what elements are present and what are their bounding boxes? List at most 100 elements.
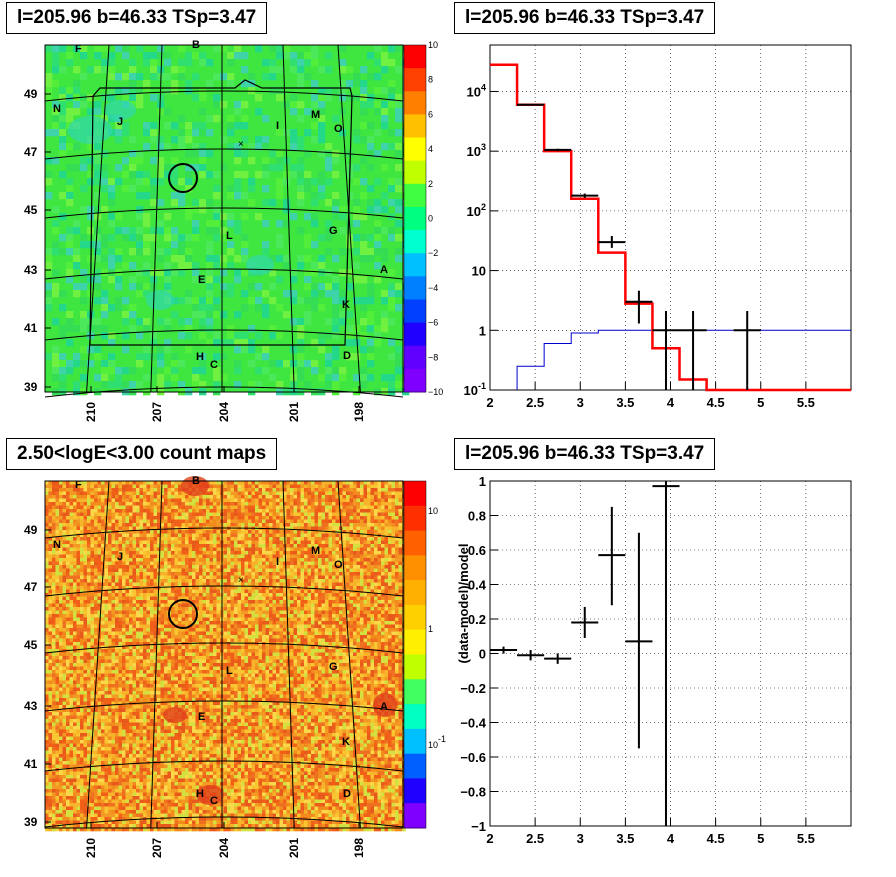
- residuals-grid: [490, 481, 851, 826]
- ts-center-marker: ×: [238, 139, 244, 150]
- ts-source-label: E: [198, 274, 205, 286]
- residuals-xtick-label: 4.5: [707, 831, 725, 846]
- ct-xtick-label: 198: [352, 838, 366, 858]
- ct-xtick-label: 210: [84, 838, 98, 858]
- spectrum-data-point: [544, 149, 571, 151]
- ts-colorbar-cell: [404, 207, 426, 231]
- ts-colorbar-cell: [404, 230, 426, 254]
- spectrum-ytick-label: 104: [467, 82, 486, 99]
- spectrum-data-point: [652, 311, 679, 390]
- ct-ytick-label: 45: [24, 638, 38, 652]
- ts-source-label: M: [311, 109, 320, 121]
- count-hotspot: [163, 707, 187, 723]
- ts-colorbar-cell: [404, 114, 426, 138]
- ct-colorbar-cell: [404, 531, 426, 556]
- ct-source-label: H: [196, 788, 204, 800]
- ct-ytick-label: 39: [24, 815, 38, 829]
- residuals-ytick-label: 0: [479, 647, 486, 662]
- ct-source-label: E: [198, 711, 205, 723]
- ct-colorbar-cell: [404, 679, 426, 704]
- ts-colorbar-cell: [404, 276, 426, 300]
- spectrum-source-model: [517, 330, 851, 390]
- spectrum-xtick-label: 3.5: [616, 395, 634, 410]
- ts-source-label: C: [210, 359, 218, 371]
- ct-source-label: N: [53, 539, 61, 551]
- ct-source-label: B: [192, 475, 200, 487]
- residuals-xtick-label: 3.5: [616, 831, 634, 846]
- ts-cyan-patch: [68, 116, 112, 144]
- ts-colorbar-label: 10: [428, 40, 438, 50]
- ts-ytick-label: 49: [24, 87, 38, 101]
- ts-colorbar-label: 8: [428, 75, 433, 85]
- ct-colorbar-cell: [404, 754, 426, 779]
- ct-source-label: M: [311, 545, 320, 557]
- ts-source-label: G: [329, 225, 338, 237]
- residuals-ytick-label: 1: [479, 474, 486, 489]
- residuals-data-point: [544, 654, 571, 664]
- spectrum-ytick-label: 10: [472, 264, 486, 279]
- ts-source-label: K: [342, 299, 350, 311]
- residuals-data-point: [625, 533, 652, 749]
- count-map-title: 2.50<logE<3.00 count maps: [6, 438, 277, 470]
- ts-source-label: H: [196, 351, 204, 363]
- ct-source-label: F: [75, 479, 82, 491]
- ct-colorbar-cell: [404, 481, 426, 506]
- ct-source-label: D: [343, 788, 351, 800]
- ct-colorbar-cell: [404, 605, 426, 630]
- residuals-ytick-label: −0.6: [460, 750, 486, 765]
- ts-ytick-label: 45: [24, 203, 38, 217]
- ct-source-label: I: [276, 556, 279, 568]
- ts-colorbar-label: 0: [428, 214, 433, 224]
- ct-source-label: G: [329, 661, 338, 673]
- ct-xtick-label: 207: [150, 838, 164, 858]
- ts-source-label: F: [75, 43, 82, 55]
- count-colorbar-label: 10: [428, 506, 438, 516]
- ct-colorbar-cell: [404, 580, 426, 605]
- ct-xtick-label: 204: [217, 838, 231, 858]
- ct-source-label: L: [226, 665, 233, 677]
- ts-colorbar-cell: [404, 369, 426, 393]
- ts-colorbar-label: −10: [428, 387, 443, 397]
- ts-cyan-patch: [246, 255, 274, 275]
- ts-source-label: N: [53, 103, 61, 115]
- residuals-ytick-label: −0.8: [460, 785, 486, 800]
- spectrum-xtick-label: 4: [667, 395, 675, 410]
- ts-xtick-label: 207: [150, 402, 164, 422]
- residuals-xtick-label: 5: [757, 831, 764, 846]
- ct-source-label: J: [117, 551, 123, 563]
- ts-ytick-label: 41: [24, 321, 38, 335]
- ts-source-label: I: [276, 120, 279, 132]
- ct-source-label: C: [210, 795, 218, 807]
- spectrum-data-point: [598, 236, 625, 248]
- ts-source-label: O: [334, 123, 343, 135]
- residuals-ytick-label: −1: [471, 819, 486, 834]
- spectrum-data-point: [625, 291, 652, 324]
- ts-source-label: L: [226, 230, 233, 242]
- residuals-ytick-label: 0.8: [468, 509, 486, 524]
- count-colorbar-label: 1: [428, 624, 433, 634]
- residuals-xtick-label: 2: [486, 831, 493, 846]
- ct-source-label: K: [342, 736, 350, 748]
- ct-ytick-label: 43: [24, 699, 38, 713]
- ct-colorbar-cell: [404, 630, 426, 655]
- spectrum-ytick-label: 10-1: [464, 381, 486, 398]
- spectrum-ytick-label: 1: [479, 323, 486, 338]
- spectrum-data-point: [734, 311, 761, 390]
- ct-colorbar-cell: [404, 704, 426, 729]
- ct-source-label: O: [334, 559, 343, 571]
- ts-cyan-patch: [146, 290, 174, 310]
- ts-colorbar-cell: [404, 45, 426, 69]
- ct-ytick-label: 47: [24, 580, 38, 594]
- ts-colorbar-cell: [404, 253, 426, 277]
- ts-ytick-label: 39: [24, 380, 38, 394]
- ts-colorbar-label: 4: [428, 144, 433, 154]
- ts-map-title: l=205.96 b=46.33 TSp=3.47: [6, 2, 267, 34]
- residuals-ylabel: (data-model)/model: [456, 544, 471, 664]
